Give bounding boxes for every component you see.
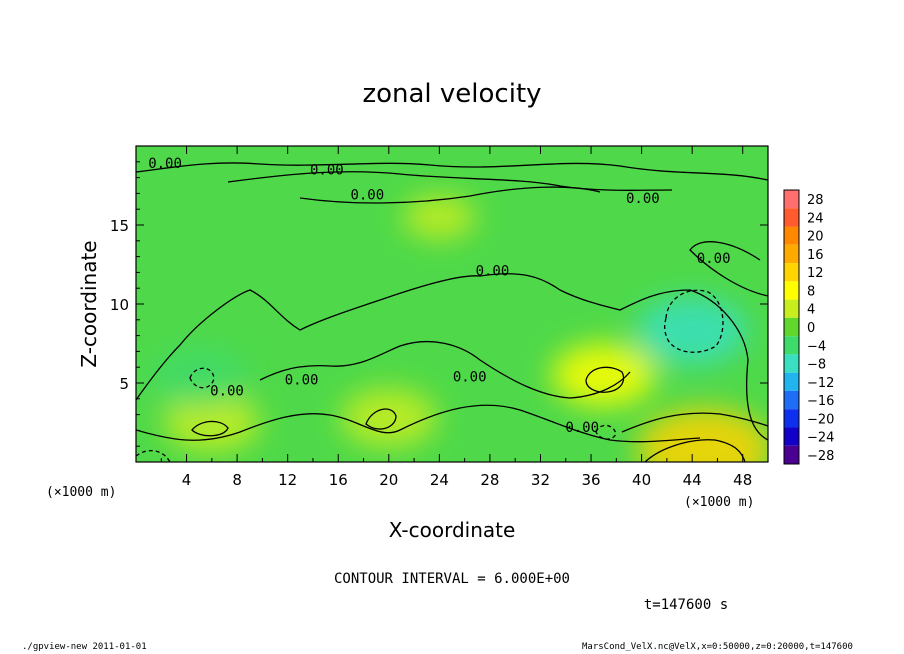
colorbar-label: −16 (807, 394, 834, 409)
colorbar-swatch (784, 409, 799, 428)
contour-label: 0.00 (310, 162, 344, 178)
colorbar-swatch (784, 336, 799, 355)
colorbar-swatch (784, 372, 799, 391)
colorbar-label: −20 (807, 412, 834, 427)
x-tick-label: 44 (683, 471, 702, 489)
contour-label: 0.00 (210, 384, 244, 400)
colorbar-swatch (784, 299, 799, 318)
contour-line (136, 404, 701, 443)
field-feature (151, 347, 248, 407)
colorbar-swatch (784, 427, 799, 446)
colorbar-label: 8 (807, 284, 815, 299)
x-tick-label: 32 (531, 471, 550, 489)
contour-label: 0.00 (697, 251, 731, 267)
y-axis: 5 10 15 (110, 161, 768, 447)
y-axis-label: Z-coordinate (77, 240, 101, 367)
contour-line-negative (595, 424, 617, 440)
footer-left: ./gpview-new 2011-01-01 (22, 642, 147, 652)
colorbar-label: −24 (807, 431, 834, 446)
zero-contours (136, 162, 768, 462)
plot-area: 0.00 0.00 0.00 0.00 0.00 0.00 0.00 0.00 0.00 0.00 (136, 146, 768, 462)
colorbar-label: −4 (807, 339, 826, 354)
chart-title: zonal velocity (362, 79, 541, 109)
y-unit-label: (×1000 m) (684, 495, 754, 510)
contour-interval-text: CONTOUR INTERVAL = 6.000E+00 (334, 571, 570, 587)
colorbar-label: −12 (807, 376, 834, 391)
colorbar-frame (783, 189, 800, 465)
contour-line-negative (189, 367, 215, 389)
contour-label: 0.00 (148, 156, 182, 172)
colorbar-label: 20 (807, 230, 824, 245)
x-tick-label: 12 (278, 471, 297, 489)
contour-line (227, 171, 673, 191)
colorbar-label: 12 (807, 266, 824, 281)
contour-label: 0.00 (453, 369, 487, 385)
x-tick-label: 16 (329, 471, 348, 489)
field-feature (340, 388, 437, 448)
contour-line (191, 420, 229, 437)
contour-line (259, 340, 631, 399)
x-axis: 4 8 12 16 20 24 28 32 36 40 44 48 (160, 146, 752, 489)
contour-line (621, 412, 768, 433)
contour-line (689, 241, 768, 297)
colorbar-swatch (784, 354, 799, 373)
x-axis-label: X-coordinate (389, 518, 516, 542)
x-tick-label: 24 (430, 471, 449, 489)
contour-line (585, 366, 625, 393)
colorbar-swatch (784, 226, 799, 245)
contour-label: 0.00 (476, 264, 510, 280)
colorbar-swatch (784, 445, 799, 464)
x-tick-label: 48 (733, 471, 752, 489)
colorbar-label: 24 (807, 211, 824, 226)
colorbar-swatch (784, 281, 799, 300)
contour-line (365, 408, 397, 430)
field-feature (163, 392, 260, 453)
y-tick-label: 5 (119, 375, 129, 393)
colorbar-label: 28 (807, 193, 824, 208)
colorbar-label: 4 (807, 303, 815, 318)
colorbar-swatch (784, 208, 799, 227)
field-feature (551, 343, 656, 408)
colorbar-label: 0 (807, 321, 815, 336)
contour-label: 0.00 (626, 191, 660, 207)
contour-line (299, 186, 601, 204)
colorbar-swatch (784, 244, 799, 264)
colorbar-swatch (784, 317, 799, 337)
colorbar-swatch (784, 190, 799, 209)
colorbar-swatch (784, 390, 799, 410)
contour-line-negative (664, 289, 724, 353)
x-tick-label: 4 (182, 471, 192, 489)
x-tick-label: 8 (232, 471, 242, 489)
colorbar-label: 16 (807, 248, 824, 263)
contour-line (136, 273, 768, 441)
x-unit-label: (×1000 m) (46, 485, 116, 500)
x-tick-label: 40 (632, 471, 651, 489)
time-text: t=147600 s (644, 597, 728, 613)
colorbar-label: −28 (807, 449, 834, 464)
contour-line (136, 162, 768, 181)
colorbar-label: −8 (807, 358, 826, 373)
contour-label: 0.00 (350, 188, 384, 204)
x-tick-label: 20 (379, 471, 398, 489)
field-feature (636, 296, 749, 366)
contour-label: 0.00 (565, 420, 599, 436)
contour-line-negative (136, 450, 171, 462)
y-tick-label: 15 (110, 217, 129, 235)
x-tick-label: 36 (581, 471, 600, 489)
field-feature (402, 194, 476, 240)
contour-label: 0.00 (285, 373, 319, 389)
contour-line (644, 439, 746, 462)
x-tick-label: 28 (480, 471, 499, 489)
colorbar: 28 24 20 16 12 8 4 0 −4 −8 −12 −16 −20 −24 −28 (783, 189, 834, 465)
field-features (151, 194, 768, 462)
colorbar-swatch (784, 263, 799, 282)
contour-labels: 0.00 0.00 0.00 0.00 0.00 0.00 0.00 0.00 0.00 0.00 (148, 156, 730, 436)
footer-right: MarsCond_VelX.nc@VelX,x=0:50000,z=0:2000… (582, 642, 853, 652)
y-tick-label: 10 (110, 296, 129, 314)
